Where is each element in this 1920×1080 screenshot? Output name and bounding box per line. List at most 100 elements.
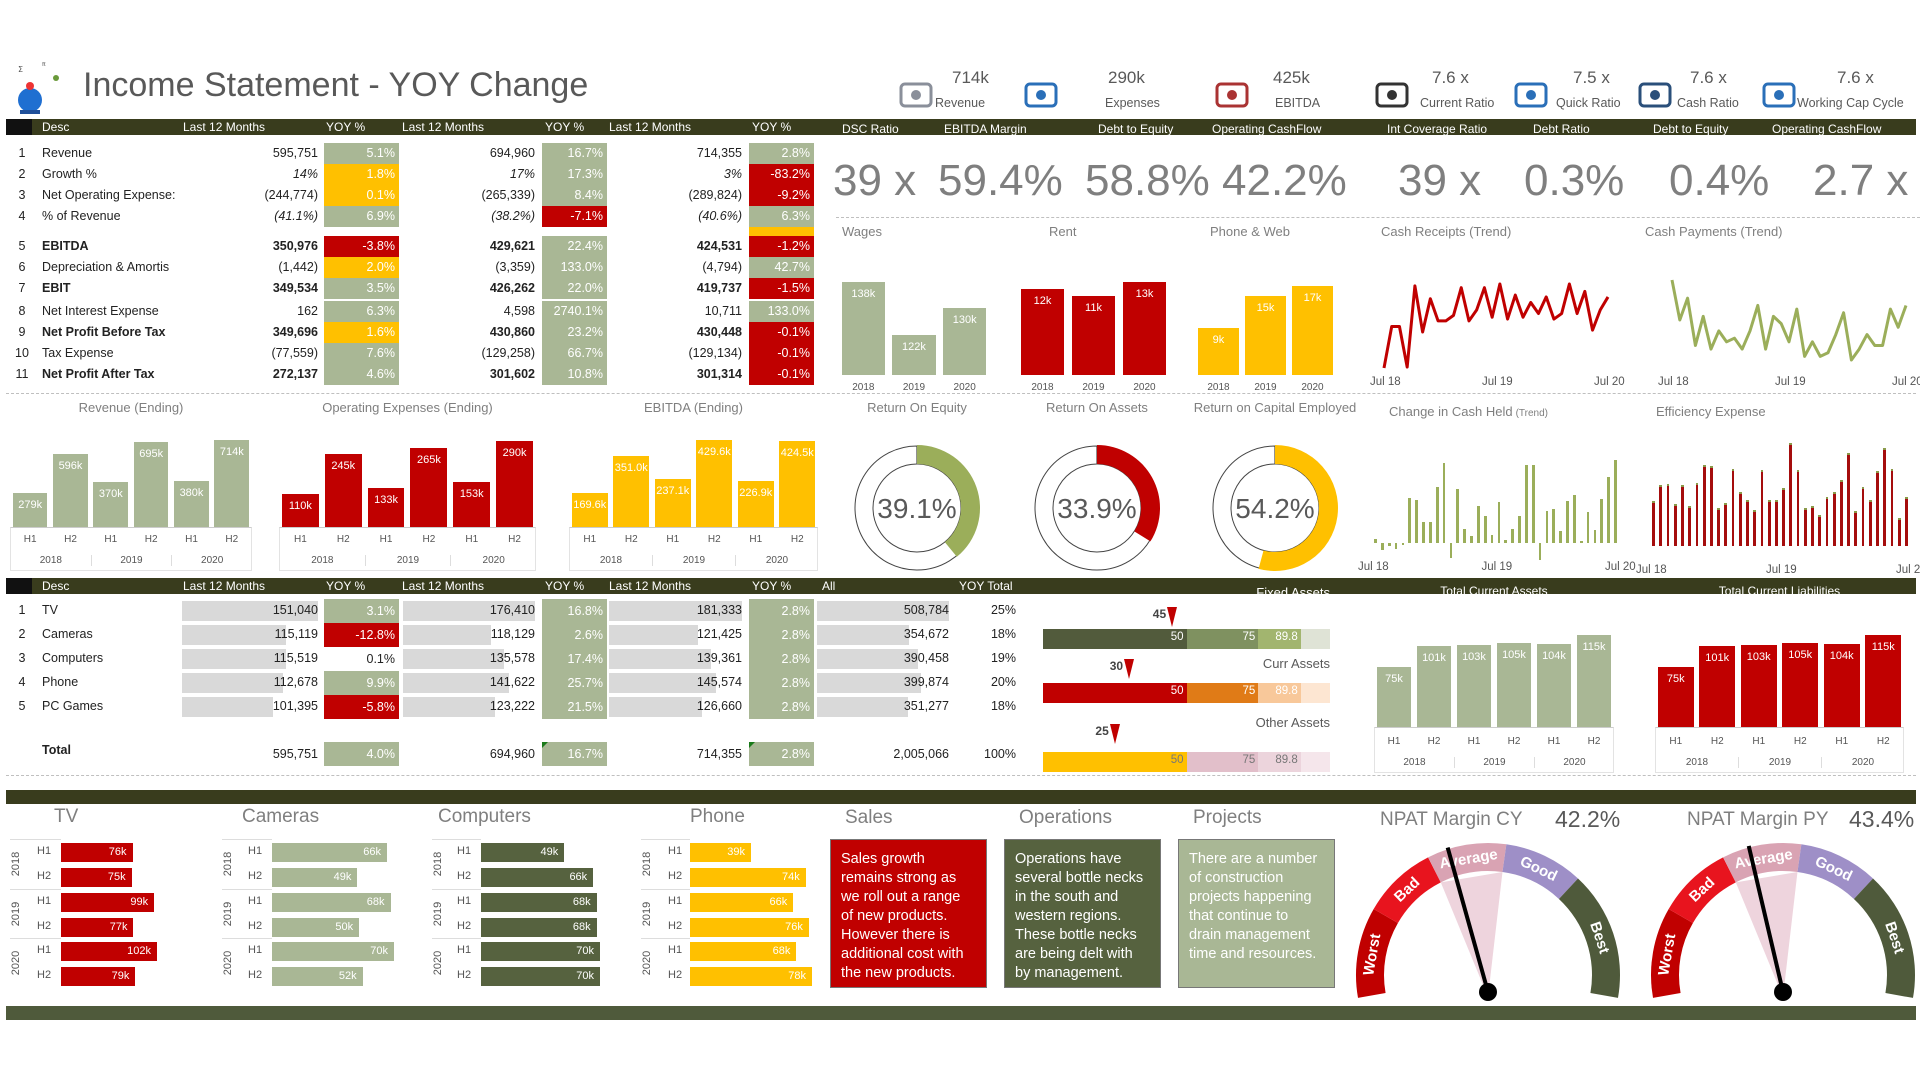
bar-label: 138k bbox=[851, 287, 876, 300]
spike-tip bbox=[1861, 487, 1865, 490]
year-label: 2019 bbox=[10, 901, 22, 927]
bar: 12k bbox=[1020, 289, 1065, 375]
bullet-band-label: 50 bbox=[1170, 754, 1184, 766]
product-header-4: Last 12 Months bbox=[402, 579, 485, 593]
yoy-cell: 42.7% bbox=[749, 257, 814, 278]
bar: 133k bbox=[367, 487, 405, 527]
hbar-label: 66k bbox=[569, 871, 588, 883]
x-tick-label: H2 bbox=[508, 534, 521, 545]
spike-bar bbox=[1586, 511, 1590, 543]
yoy-cell: 2.8% bbox=[749, 623, 814, 647]
row-value: (4,794) bbox=[702, 260, 742, 274]
spike-bar bbox=[1774, 499, 1778, 546]
spike-bar bbox=[1868, 499, 1872, 546]
yoy-cell: 6.3% bbox=[749, 206, 814, 227]
x-tick-label: H2 bbox=[144, 534, 158, 545]
spike-bar bbox=[1818, 514, 1822, 546]
spike-bar bbox=[1607, 476, 1611, 543]
yoy-cell: 2.8% bbox=[749, 647, 814, 671]
hbar-label: 50k bbox=[335, 921, 354, 933]
row-category: H2 bbox=[37, 870, 52, 882]
row-line: 4 bbox=[18, 675, 26, 689]
spike-bar bbox=[1724, 503, 1728, 546]
hbar-label: 99k bbox=[130, 896, 149, 908]
group-separator bbox=[10, 839, 61, 840]
chart-title-rent: Rent bbox=[1049, 224, 1077, 239]
axis-box bbox=[1374, 727, 1614, 773]
bar: 265k bbox=[410, 448, 448, 527]
ratio-label-3: Operating CashFlow bbox=[1212, 122, 1322, 136]
bullet-band bbox=[1300, 629, 1330, 649]
chart-title-computers: Computers bbox=[438, 806, 531, 827]
ratio-value-1: 59.4% bbox=[938, 156, 1063, 205]
ratio-label-2: Debt to Equity bbox=[1098, 122, 1174, 136]
x-tick-label: H2 bbox=[1793, 736, 1807, 747]
bar: 290k bbox=[496, 440, 533, 527]
x-tick-label: H2 bbox=[64, 534, 77, 545]
spike-bar bbox=[1731, 469, 1735, 546]
chart-title-text: Change in Cash Held bbox=[1389, 404, 1513, 419]
row-category: H1 bbox=[37, 944, 52, 956]
roe-donut: 39.1% bbox=[854, 445, 980, 571]
bar: 13k bbox=[1122, 282, 1167, 375]
total-yoy-cell: 16.7% bbox=[542, 742, 607, 766]
ratio-value-4: 39 x bbox=[1398, 156, 1482, 205]
bar-label: 105k bbox=[1502, 649, 1526, 661]
row-line: 5 bbox=[18, 699, 26, 713]
bar: 695k bbox=[133, 442, 169, 527]
spike-bar bbox=[1435, 486, 1439, 543]
kpi-value-6: 7.6 x bbox=[1837, 68, 1874, 87]
chart-title-revenue_ending: Revenue (Ending) bbox=[78, 400, 184, 415]
row-value: (1,442) bbox=[278, 260, 318, 274]
total-value: 2,005,066 bbox=[893, 747, 949, 761]
x-tick-label: H1 bbox=[749, 534, 763, 545]
row-category: H1 bbox=[668, 944, 683, 956]
row-value: 354,672 bbox=[903, 627, 949, 641]
x-tick-label: Jul 19 bbox=[1481, 561, 1513, 573]
bar-label: 104k bbox=[1542, 649, 1566, 662]
hbar-label: 76k bbox=[108, 846, 127, 858]
gauge-value: 43.4% bbox=[1849, 806, 1915, 832]
data-bar bbox=[182, 673, 284, 693]
spike-bar bbox=[1566, 500, 1569, 543]
spike-bar bbox=[1476, 505, 1480, 543]
kpi-label-3: Current Ratio bbox=[1420, 96, 1495, 110]
spike-tip bbox=[1890, 469, 1894, 472]
hbar-label: 102k bbox=[127, 945, 151, 957]
spike-bar bbox=[1832, 491, 1836, 546]
note-box-sales: Sales growth remains strong as we roll o… bbox=[830, 839, 987, 988]
bar: 245k bbox=[324, 454, 362, 527]
bar: 130k bbox=[942, 308, 987, 375]
yoy-cell: -7.1% bbox=[542, 206, 607, 227]
bar-label: 153k bbox=[459, 487, 484, 500]
spike-tip bbox=[1753, 509, 1757, 512]
ratio-value-3: 42.2% bbox=[1222, 156, 1347, 205]
kpi-label-1: Expenses bbox=[1105, 96, 1160, 110]
total-yoy-cell: 4.0% bbox=[324, 742, 399, 766]
bar-label: 351.0k bbox=[614, 462, 648, 475]
row-category: H1 bbox=[248, 944, 263, 956]
chart-title-text: Efficiency Expense bbox=[1656, 404, 1766, 419]
data-bar bbox=[609, 673, 716, 693]
bar: 370k bbox=[93, 481, 129, 527]
row-value: 714,355 bbox=[696, 146, 742, 160]
row-value: (3,359) bbox=[495, 260, 535, 274]
x-tick-label: H2 bbox=[336, 534, 350, 545]
x-tick-label: H2 bbox=[1876, 736, 1890, 747]
spike-tip bbox=[1681, 484, 1684, 487]
row-value: 112,678 bbox=[273, 675, 318, 689]
yoy-cell: 3.1% bbox=[324, 599, 399, 623]
chart-title-ebitda_ending: EBITDA (Ending) bbox=[644, 400, 743, 415]
bar-label: 105k bbox=[1788, 649, 1813, 661]
yoy-cell: 9.9% bbox=[324, 671, 399, 695]
hbar: 75k bbox=[61, 868, 132, 887]
row-category: H1 bbox=[668, 845, 683, 857]
row-value: 181,333 bbox=[696, 603, 742, 617]
year-label: 2020 bbox=[10, 950, 22, 976]
bullet-band bbox=[1300, 683, 1330, 703]
chart-title-wages: Wages bbox=[842, 224, 882, 239]
gauge-band-average bbox=[1723, 843, 1802, 883]
year-label: 2020 bbox=[432, 950, 444, 976]
row-value: 123,222 bbox=[489, 699, 535, 713]
